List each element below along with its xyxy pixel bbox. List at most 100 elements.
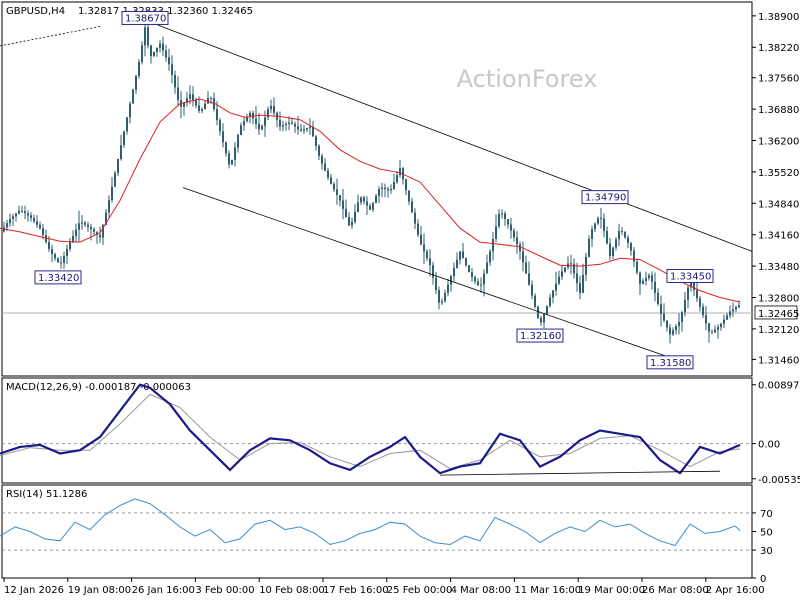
channel-lower-line [182,187,671,358]
candle-body [492,238,494,252]
candle-body [396,175,398,183]
price-y-tick-label-6: 1.34840 [758,199,799,210]
candle-body [393,182,395,189]
candles-group [3,20,740,344]
macd-panel-frame [1,377,753,484]
candle-body [51,249,53,255]
candle-body [498,213,500,227]
candle-body [195,99,197,106]
rsi-panel-frame [1,484,753,579]
candle-body [516,237,518,245]
candle-body [546,305,548,315]
macd-title: MACD(12,26,9) -0.000187 -0.000063 [6,382,191,393]
candle-body [426,251,428,259]
candle-body [447,284,449,293]
x-tick-label-5: 17 Feb 16:00 [323,585,389,596]
rsi-title: RSI(14) 51.1286 [6,489,87,500]
candle-body [354,212,356,222]
rsi-y-tick-label-2: 30 [760,546,773,557]
candle-body [432,265,434,278]
price-y-tick-label-10: 1.32120 [758,325,799,336]
candle-body [717,327,719,330]
candle-body [573,263,575,274]
candle-body [96,231,98,235]
candle-body [621,231,623,233]
candle-body [285,123,287,126]
candle-body [507,219,509,225]
candle-body [525,262,527,274]
x-tick-label-11: 2 Apr 16:00 [706,585,765,596]
x-tick-label-3: 3 Feb 00:00 [195,585,254,596]
price-y-tick-label-9: 1.32800 [758,294,799,305]
candle-body [63,255,65,263]
candle-body [648,275,650,279]
x-tick-label-8: 11 Mar 16:00 [514,585,581,596]
candle-body [657,292,659,304]
candle-body [633,250,635,262]
candle-body [594,223,596,230]
candle-body [690,281,692,288]
candle-body [471,272,473,278]
macd-series-1 [0,383,741,475]
candle-body [138,62,140,76]
candle-body [465,258,467,266]
candle-body [198,105,200,111]
candle-body [603,218,605,232]
candle-body [327,170,329,178]
candle-body [297,126,299,130]
price-y-tick-label-0: 1.38900 [758,12,799,23]
macd-y-tick-label-0: 0.008972 [758,381,800,392]
candle-body [378,189,380,196]
candle-body [159,43,161,48]
candle-body [360,197,362,203]
candle-body [345,208,347,218]
candle-body [369,205,371,210]
candle-body [168,57,170,65]
candle-body [630,243,632,251]
macd-y-tick-label-1: 0.00 [758,440,780,451]
candle-body [669,327,671,335]
candle-body [600,218,602,220]
candle-body [417,223,419,235]
candle-body [69,242,71,250]
candle-body [171,64,173,75]
candle-body [453,267,455,277]
candle-body [579,283,581,293]
annotation-box-2 [516,328,564,343]
x-tick-label-0: 12 Jan 2026 [4,585,64,596]
candle-body [237,134,239,148]
candle-body [489,251,491,263]
candle-body [234,147,236,160]
candle-body [372,202,374,210]
candle-body [624,231,626,238]
annotation-box-1 [34,270,82,285]
candle-body [609,243,611,256]
candle-body [651,275,653,282]
candle-body [705,315,707,324]
candle-body [612,247,614,256]
candle-body [678,321,680,327]
candle-body [606,231,608,244]
candle-body [405,179,407,191]
annotation-box-4 [666,268,714,283]
candle-body [555,283,557,291]
candle-body [246,116,248,122]
annotation-label-3: 1.34790 [585,193,626,204]
candle-body [81,222,83,224]
candle-body [720,323,722,328]
candle-body [738,305,740,308]
candle-body [156,47,158,52]
candle-body [306,128,308,130]
symbol-label: GBPUSD,H4 [6,6,65,17]
candle-body [366,201,368,206]
candle-body [30,215,32,218]
candle-body [243,121,245,126]
candle-body [480,284,482,286]
rsi-series-0 [0,498,741,547]
rsi-y-tick-label-1: 50 [760,528,773,539]
candle-body [381,187,383,189]
candle-body [321,155,323,164]
candle-body [102,225,104,238]
candle-body [216,109,218,121]
